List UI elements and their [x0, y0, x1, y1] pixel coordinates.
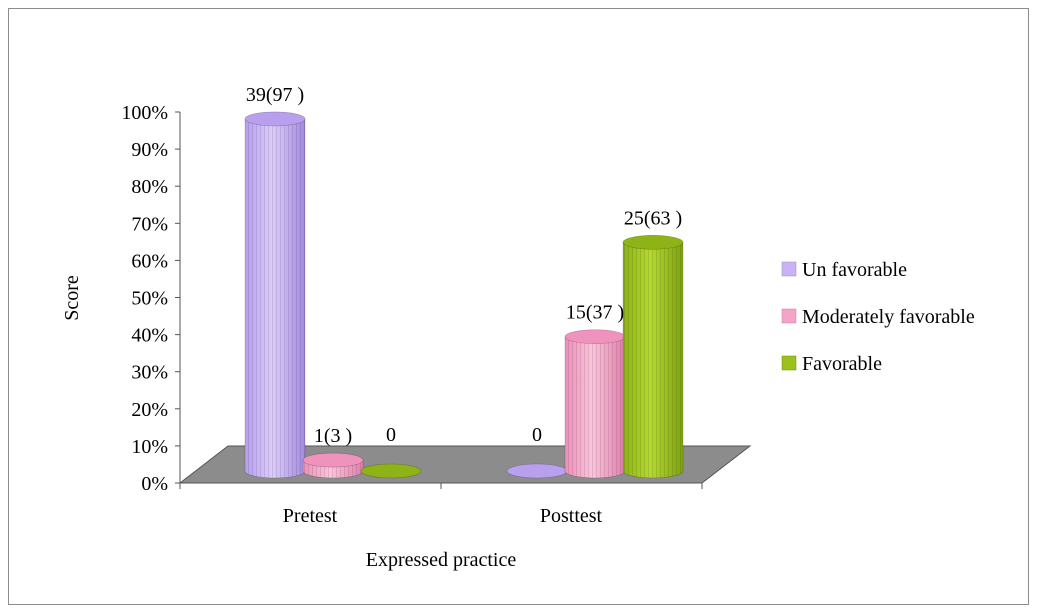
- legend: Un favorable Moderately favorable Favora…: [781, 259, 975, 375]
- data-label: 0: [386, 424, 396, 446]
- y-tick-label: 100%: [121, 102, 168, 124]
- y-tick-label: 60%: [131, 250, 168, 272]
- y-tick-label: 70%: [131, 213, 168, 235]
- chart-frame: [8, 8, 1029, 605]
- bars: [244, 111, 684, 479]
- data-label: 15(37 ): [566, 302, 624, 324]
- bar: [564, 329, 626, 479]
- y-tick-label: 10%: [131, 436, 168, 458]
- legend-swatch: [781, 261, 797, 277]
- x-category-label: Pretest: [283, 505, 338, 527]
- y-tick-label: 30%: [131, 362, 168, 384]
- x-axis-title: Expressed practice: [366, 549, 517, 571]
- data-label: 39(97 ): [246, 84, 304, 106]
- legend-label: Un favorable: [802, 259, 907, 281]
- bar: [360, 463, 422, 479]
- y-tick-label: 20%: [131, 399, 168, 421]
- legend-swatch: [781, 355, 797, 371]
- legend-swatch: [781, 308, 797, 324]
- y-tick-label: 90%: [131, 139, 168, 161]
- data-label: 1(3 ): [314, 425, 352, 447]
- x-category-label: Posttest: [540, 505, 603, 527]
- data-label: 0: [532, 424, 542, 446]
- bar: [622, 235, 684, 479]
- bar: [506, 463, 568, 479]
- data-label: 25(63 ): [624, 207, 682, 229]
- y-axis-title: Score: [61, 275, 83, 321]
- bar: [244, 111, 306, 479]
- legend-label: Moderately favorable: [802, 306, 975, 328]
- data-labels: 39(97 ) 1(3 ) 0 0 15(37 ) 25(63 ): [246, 84, 682, 447]
- legend-label: Favorable: [802, 353, 882, 375]
- y-tick-label: 50%: [131, 288, 168, 310]
- y-tick-label: 40%: [131, 325, 168, 347]
- bar: [302, 452, 364, 479]
- y-tick-labels: 0% 10% 20% 30% 40% 50% 60% 70% 80% 90% 100%: [121, 102, 180, 495]
- y-tick-label: 80%: [131, 176, 168, 198]
- y-tick-label: 0%: [141, 473, 168, 495]
